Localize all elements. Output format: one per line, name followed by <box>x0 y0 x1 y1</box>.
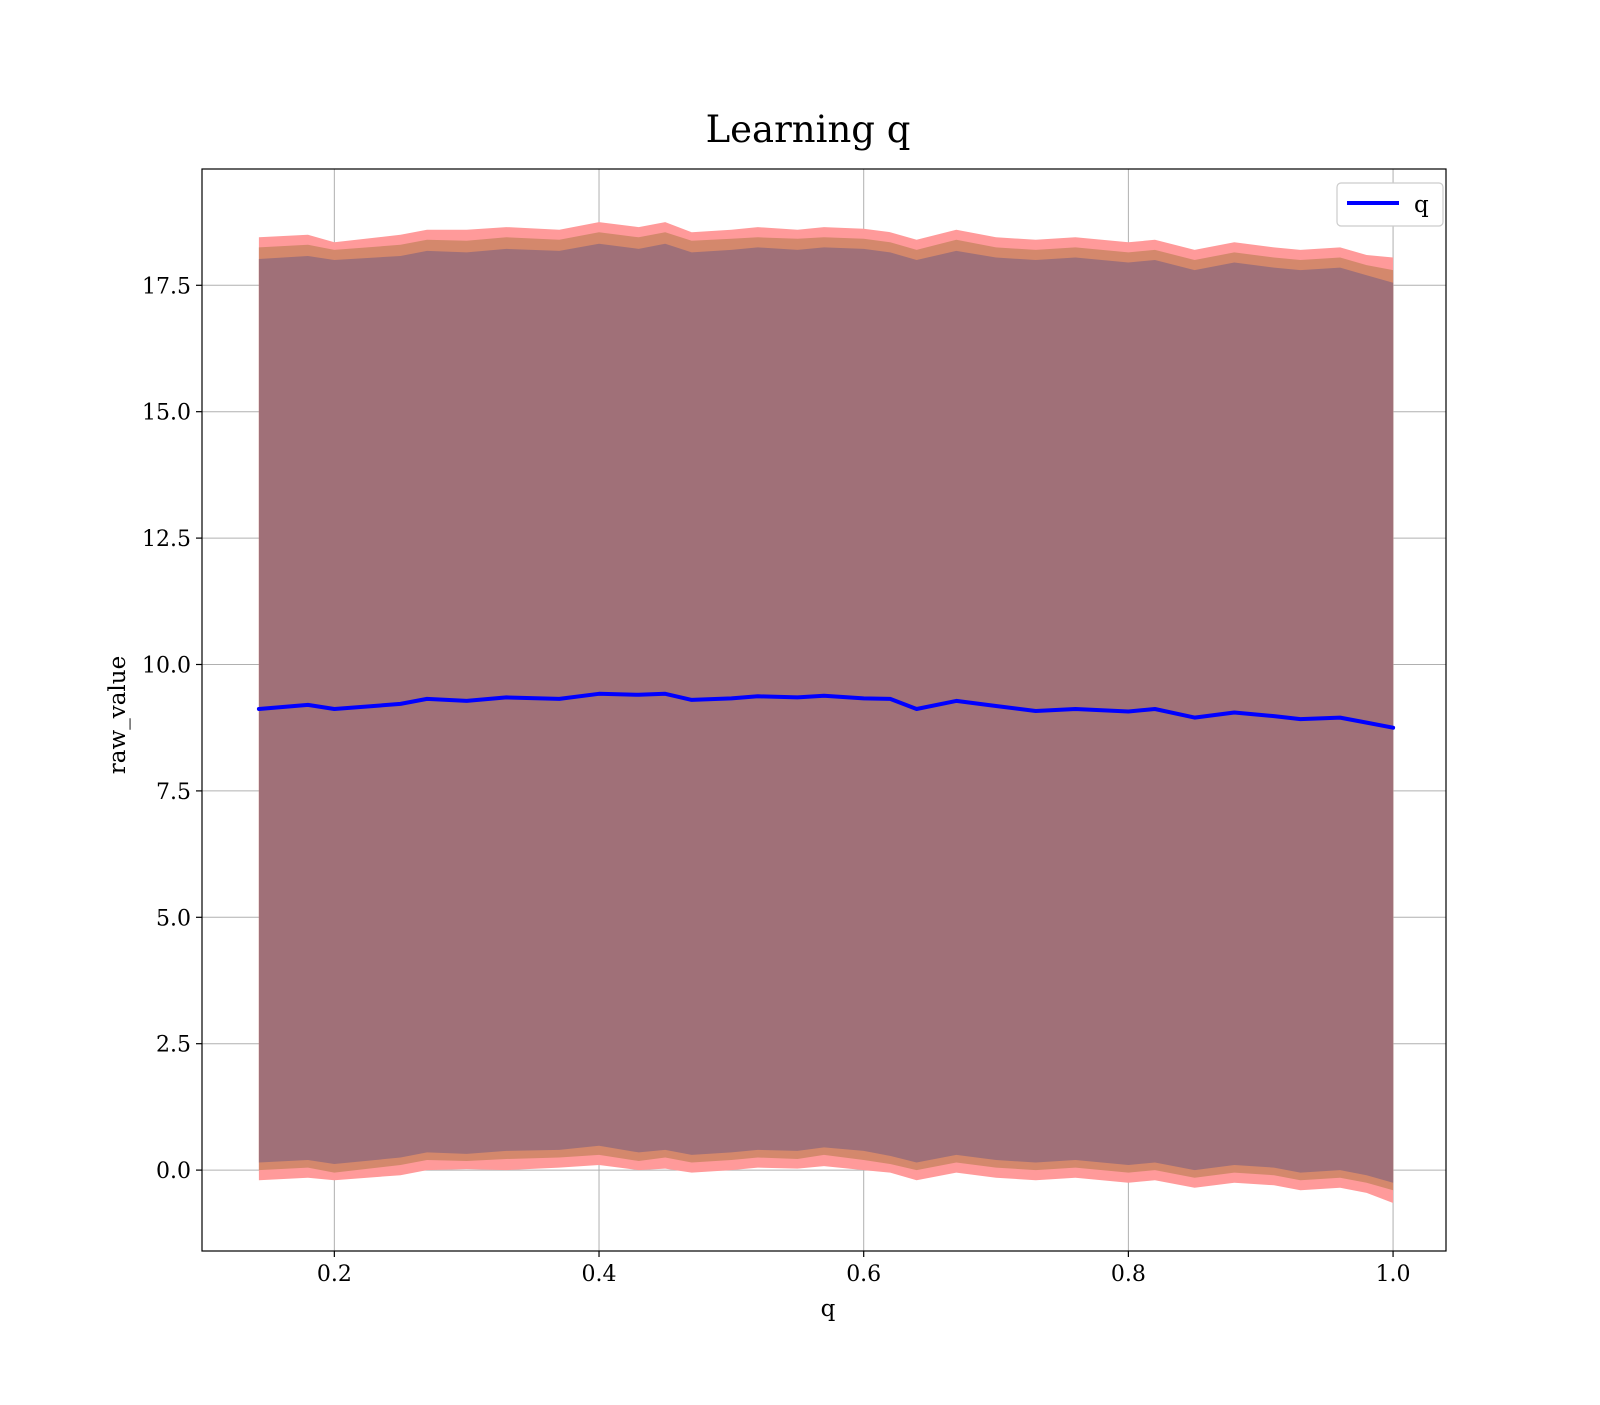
y-tick-label: 17.5 <box>142 274 191 299</box>
x-axis-label: q <box>821 1296 836 1322</box>
y-axis-ticks: 0.0 2.5 5.0 7.5 10.0 12.5 15.0 17.5 <box>142 274 202 1184</box>
x-tick-label: 0.2 <box>317 1262 352 1287</box>
y-tick-label: 12.5 <box>142 527 191 552</box>
y-tick-label: 0.0 <box>156 1159 191 1184</box>
y-tick-label: 5.0 <box>156 906 191 931</box>
legend-label-q: q <box>1414 192 1429 218</box>
series-lines <box>256 691 1396 730</box>
x-tick-label: 0.4 <box>582 1262 617 1287</box>
y-tick-label: 7.5 <box>156 780 191 805</box>
series-line-q <box>256 691 1396 730</box>
confidence-bands <box>258 222 1394 1204</box>
plot-frame <box>201 168 1447 1252</box>
x-tick-label: 1.0 <box>1376 1262 1411 1287</box>
chart-title: Learning q <box>706 108 911 151</box>
inner-band <box>258 243 1394 1183</box>
x-axis-ticks: 0.2 0.4 0.6 0.8 1.0 <box>317 1251 1411 1287</box>
y-tick-label: 10.0 <box>142 653 191 678</box>
axes <box>201 168 1447 1252</box>
y-tick-label: 2.5 <box>156 1033 191 1058</box>
y-axis-label: raw_value <box>105 656 131 774</box>
y-tick-label: 15.0 <box>142 401 191 426</box>
x-tick-label: 0.6 <box>846 1262 881 1287</box>
legend: q <box>1336 182 1444 227</box>
x-tick-label: 0.8 <box>1111 1262 1146 1287</box>
